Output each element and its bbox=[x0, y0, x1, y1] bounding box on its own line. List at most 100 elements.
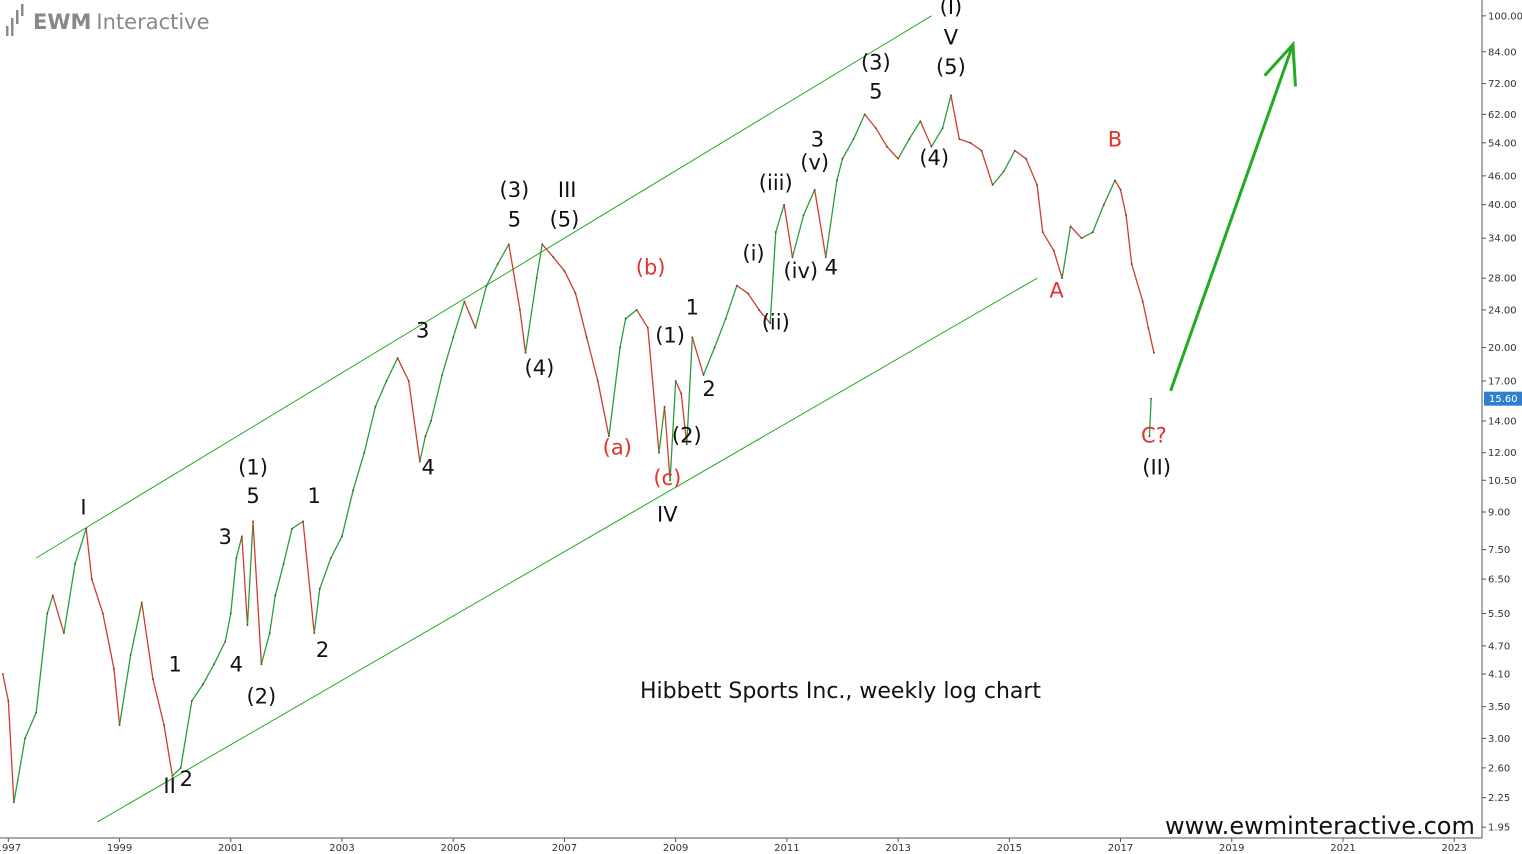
y-tick-label-2: 2.60 bbox=[1488, 763, 1510, 774]
x-tick-label-0: 1997 bbox=[0, 843, 21, 854]
wave-label-16: (5) bbox=[550, 207, 580, 231]
price-segment-0-78 bbox=[713, 318, 727, 348]
price-point-0-96 bbox=[908, 138, 911, 140]
price-point-0-84 bbox=[783, 203, 785, 206]
y-tick-label-16: 24.00 bbox=[1488, 305, 1517, 316]
price-point-0-71 bbox=[669, 479, 671, 482]
price-point-0-103 bbox=[980, 149, 983, 152]
price-segment-0-52 bbox=[474, 285, 488, 329]
price-segment-0-81 bbox=[747, 293, 760, 311]
price-segment-0-40 bbox=[352, 452, 365, 491]
price-point-0-25 bbox=[235, 557, 238, 559]
price-point-0-74 bbox=[685, 443, 688, 446]
price-point-0-62 bbox=[585, 336, 588, 339]
price-point-0-68 bbox=[646, 326, 649, 329]
price-point-1-1 bbox=[1150, 397, 1153, 400]
wave-label-22: (2) bbox=[672, 424, 702, 448]
wave-label-36: V bbox=[944, 26, 959, 50]
wave-label-10: 2 bbox=[316, 638, 329, 662]
price-segment-0-121 bbox=[1142, 301, 1149, 328]
y-axis-ticks: 1.95 2.25 2.60 3.00 3.50 4.10 4.70 5.50 6.50 7.50… bbox=[1482, 11, 1522, 834]
price-point-0-11 bbox=[101, 612, 104, 615]
y-tick-label-19: 40.00 bbox=[1488, 200, 1517, 211]
wave-label-6: (1) bbox=[238, 455, 268, 479]
price-segment-0-55 bbox=[508, 244, 521, 311]
price-point-0-102 bbox=[969, 141, 972, 144]
price-point-0-8 bbox=[74, 562, 76, 565]
price-segment-0-41 bbox=[363, 406, 376, 453]
price-segment-0-101 bbox=[950, 95, 960, 140]
price-point-0-80 bbox=[747, 292, 749, 295]
price-point-0-73 bbox=[680, 392, 683, 395]
price-point-0-31 bbox=[274, 594, 277, 597]
price-segment-0-61 bbox=[563, 270, 577, 294]
price-segment-0-64 bbox=[597, 380, 610, 437]
price-segment-0-39 bbox=[341, 490, 354, 537]
wave-label-29: (iv) bbox=[783, 259, 818, 283]
channel-line-upper bbox=[35, 15, 932, 559]
price-point-0-20 bbox=[190, 699, 193, 702]
price-segment-0-33 bbox=[282, 528, 293, 564]
price-segment-0-104 bbox=[980, 150, 994, 186]
x-tick-label-12: 2021 bbox=[1330, 843, 1355, 854]
price-segment-0-111 bbox=[1053, 250, 1063, 279]
brand-logo: EWM Interactive bbox=[6, 4, 210, 36]
price-segment-0-103 bbox=[970, 142, 982, 152]
y-tick-label-8: 6.50 bbox=[1488, 575, 1510, 586]
price-point-0-66 bbox=[624, 317, 627, 320]
price-segment-0-14 bbox=[118, 654, 132, 726]
price-point-0-120 bbox=[1141, 300, 1144, 303]
wave-label-42: (II) bbox=[1142, 455, 1171, 479]
price-point-0-77 bbox=[713, 346, 716, 349]
chart-title: Hibbett Sports Inc., weekly log chart bbox=[640, 679, 1041, 704]
price-point-0-24 bbox=[229, 612, 232, 615]
price-segment-0-86 bbox=[791, 215, 805, 258]
wave-label-5: 4 bbox=[230, 653, 243, 677]
wave-label-2: 2 bbox=[180, 767, 193, 791]
price-point-0-13 bbox=[118, 724, 121, 726]
price-segment-0-88 bbox=[814, 189, 827, 258]
wave-label-7: 5 bbox=[246, 484, 259, 508]
price-segment-0-2 bbox=[7, 700, 15, 803]
price-point-0-99 bbox=[941, 127, 944, 129]
x-tick-label-2: 2001 bbox=[218, 843, 243, 854]
price-point-0-63 bbox=[596, 380, 599, 382]
price-segment-0-79 bbox=[725, 285, 738, 319]
price-point-0-108 bbox=[1036, 184, 1039, 186]
wave-label-40: A bbox=[1049, 278, 1064, 302]
price-segment-0-5 bbox=[35, 613, 48, 713]
price-segment-0-106 bbox=[1003, 150, 1016, 172]
price-point-0-14 bbox=[129, 653, 132, 656]
price-segment-0-19 bbox=[171, 767, 182, 777]
price-point-0-16 bbox=[152, 678, 154, 681]
y-tick-label-23: 72.00 bbox=[1488, 79, 1517, 90]
price-segment-0-118 bbox=[1119, 189, 1127, 216]
price-point-0-52 bbox=[485, 284, 488, 287]
price-segment-0-13 bbox=[113, 668, 121, 726]
price-point-0-87 bbox=[813, 188, 816, 191]
price-point-0-38 bbox=[341, 535, 343, 538]
price-segment-0-99 bbox=[930, 127, 944, 148]
wave-label-25: IV bbox=[657, 502, 678, 526]
price-segment-0-43 bbox=[385, 357, 399, 382]
price-segment-0-85 bbox=[783, 204, 794, 258]
y-tick-label-10: 9.00 bbox=[1488, 508, 1510, 519]
price-point-0-89 bbox=[836, 179, 838, 182]
price-segment-0-73 bbox=[675, 380, 682, 394]
price-segment-0-74 bbox=[680, 393, 688, 445]
price-point-1-0 bbox=[1148, 435, 1151, 438]
price-segment-0-66 bbox=[619, 318, 627, 348]
price-segment-0-16 bbox=[141, 602, 154, 680]
price-segment-0-7 bbox=[52, 595, 65, 634]
price-point-0-26 bbox=[241, 535, 243, 538]
y-tick-label-1: 2.25 bbox=[1488, 793, 1510, 804]
price-point-0-114 bbox=[1091, 231, 1094, 234]
price-point-0-81 bbox=[758, 309, 760, 311]
price-segment-0-117 bbox=[1114, 180, 1122, 191]
price-segment-0-28 bbox=[246, 521, 254, 626]
x-tick-label-10: 2017 bbox=[1108, 843, 1133, 854]
forecast-arrow-head bbox=[1263, 40, 1297, 87]
price-segment-0-120 bbox=[1131, 263, 1144, 302]
price-point-0-7 bbox=[63, 632, 65, 635]
price-point-0-48 bbox=[441, 374, 443, 376]
